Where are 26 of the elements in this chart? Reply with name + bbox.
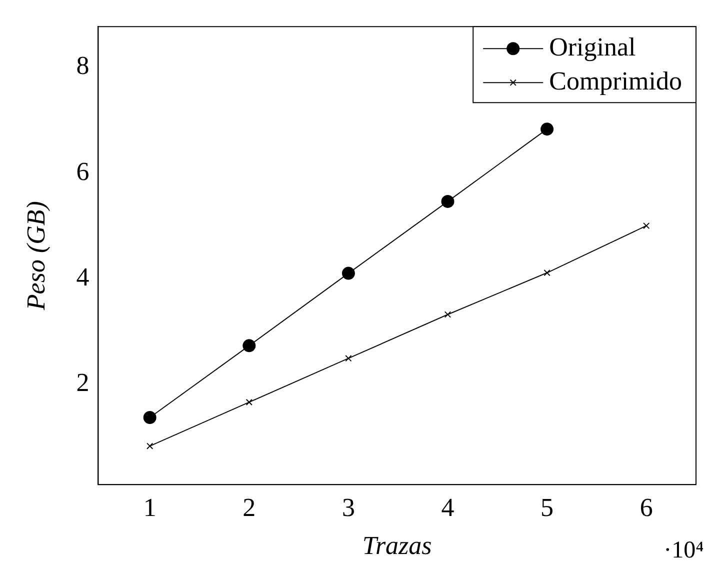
x-axis-title: Trazas [362, 531, 432, 560]
y-tick-label: 8 [76, 51, 90, 80]
y-tick-label: 6 [76, 156, 90, 186]
point [342, 266, 355, 280]
point [643, 222, 650, 230]
point [345, 355, 352, 362]
x-tick-label: 4 [441, 493, 454, 522]
y-tick-label: 2 [76, 368, 90, 398]
point [441, 194, 454, 208]
x-tick-label: 3 [342, 493, 355, 522]
point [544, 269, 550, 276]
text: ·10⁴ [664, 537, 704, 564]
y-axis-title: Peso (GB) [21, 201, 50, 312]
point [246, 398, 252, 406]
x-tick-label: 5 [540, 493, 554, 522]
point [444, 311, 452, 318]
point [540, 122, 554, 136]
point [146, 442, 154, 450]
x-tick-label: 1 [143, 493, 156, 522]
y-tick-label: 4 [76, 262, 90, 292]
legend-label: Comprimido [549, 66, 682, 96]
x-tick-label: 2 [242, 493, 256, 522]
x-tick-label: 6 [640, 493, 653, 522]
point [143, 411, 156, 424]
legend-label: Original [549, 32, 636, 62]
point [242, 339, 256, 352]
